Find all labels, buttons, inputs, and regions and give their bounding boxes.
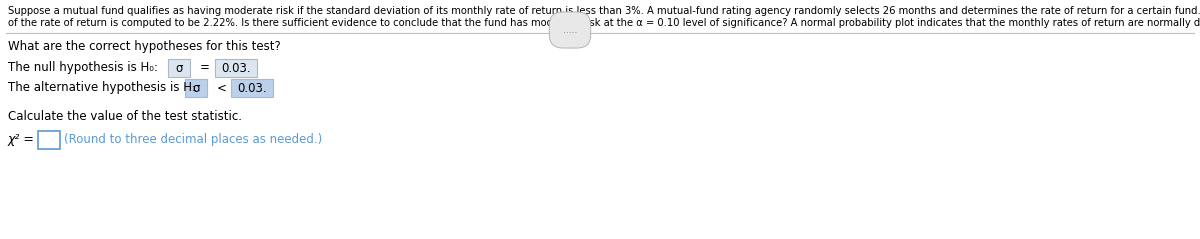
FancyBboxPatch shape	[168, 59, 190, 77]
Text: <: <	[217, 81, 227, 94]
Text: What are the correct hypotheses for this test?: What are the correct hypotheses for this…	[8, 40, 281, 53]
Text: σ: σ	[175, 61, 182, 75]
FancyBboxPatch shape	[215, 59, 257, 77]
Text: =: =	[200, 61, 210, 75]
Text: The alternative hypothesis is H₁:: The alternative hypothesis is H₁:	[8, 81, 200, 94]
Text: 0.03.: 0.03.	[221, 61, 251, 75]
Text: σ: σ	[192, 81, 199, 94]
Text: Suppose a mutual fund qualifies as having moderate risk if the standard deviatio: Suppose a mutual fund qualifies as havin…	[8, 6, 1200, 16]
FancyBboxPatch shape	[38, 131, 60, 149]
FancyBboxPatch shape	[230, 79, 274, 97]
Text: Calculate the value of the test statistic.: Calculate the value of the test statisti…	[8, 110, 242, 123]
Text: of the rate of return is computed to be 2.22%. Is there sufficient evidence to c: of the rate of return is computed to be …	[8, 18, 1200, 28]
FancyBboxPatch shape	[185, 79, 208, 97]
Text: χ² =: χ² =	[8, 134, 35, 147]
Text: .....: .....	[563, 26, 577, 34]
Text: (Round to three decimal places as needed.): (Round to three decimal places as needed…	[64, 134, 323, 147]
Text: The null hypothesis is H₀:: The null hypothesis is H₀:	[8, 61, 158, 75]
Text: 0.03.: 0.03.	[238, 81, 266, 94]
